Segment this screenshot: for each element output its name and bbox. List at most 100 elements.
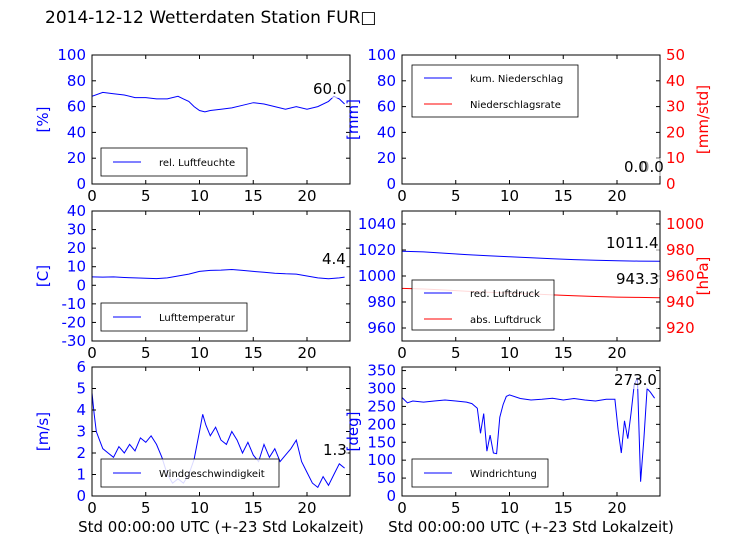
y2-tick-label: 980 bbox=[666, 241, 695, 259]
page-title: 2014-12-12 Wetterdaten Station FUR□ bbox=[45, 8, 377, 28]
x-tick-label: 15 bbox=[244, 499, 263, 517]
x-tick-label: 10 bbox=[500, 344, 519, 362]
y-axis-label: [m/s] bbox=[34, 412, 52, 451]
y-tick-label: 80 bbox=[377, 72, 396, 90]
current-value-label-2: 943.3 bbox=[616, 270, 659, 288]
y-tick-label: 960 bbox=[367, 319, 396, 337]
x-tick-label: 20 bbox=[607, 499, 626, 517]
legend-label: Lufttemperatur bbox=[159, 313, 236, 324]
y-tick-label: 40 bbox=[67, 202, 86, 220]
value-label-bg bbox=[322, 441, 348, 459]
x-tick-label: 0 bbox=[87, 499, 97, 517]
y-tick-label: 980 bbox=[367, 293, 396, 311]
x-tick-label: 20 bbox=[607, 344, 626, 362]
x-tick-label: 10 bbox=[190, 344, 209, 362]
x-tick-label: 20 bbox=[297, 187, 316, 205]
y-tick-label: -10 bbox=[62, 295, 87, 313]
x-tick-label: 15 bbox=[554, 344, 573, 362]
legend-label: rel. Luftfeuchte bbox=[159, 158, 235, 169]
x-tick-label: 5 bbox=[141, 344, 151, 362]
value-label-bg bbox=[312, 80, 348, 98]
y-tick-label: 6 bbox=[76, 358, 86, 376]
x-axis-label: Std 00:00:00 UTC (+-23 Std Lokalzeit) bbox=[78, 518, 364, 536]
y-tick-label: 60 bbox=[377, 98, 396, 116]
x-tick-label: 0 bbox=[87, 344, 97, 362]
y-tick-label: 200 bbox=[367, 415, 396, 433]
legend: kum. Niederschlag Niederschlagsrate bbox=[411, 64, 579, 118]
x-tick-label: 15 bbox=[554, 187, 573, 205]
y-axis-label: [%] bbox=[34, 107, 52, 133]
y-tick-label: 0 bbox=[386, 175, 396, 193]
y-tick-label: 0 bbox=[76, 276, 86, 294]
plot-frame bbox=[91, 210, 351, 342]
y2-tick-label: 20 bbox=[666, 123, 685, 141]
y-tick-label: 1020 bbox=[358, 241, 396, 259]
legend: rel. Luftfeuchte bbox=[100, 147, 248, 177]
y-tick-label: 40 bbox=[377, 123, 396, 141]
x-tick-label: 10 bbox=[500, 187, 519, 205]
y-tick-label: 10 bbox=[67, 258, 86, 276]
x-tick-label: 15 bbox=[554, 499, 573, 517]
x-tick-label: 20 bbox=[297, 344, 316, 362]
series-line-windgeschwindigkeit bbox=[92, 392, 345, 489]
x-tick-label: 20 bbox=[297, 499, 316, 517]
y-tick-label: 250 bbox=[367, 397, 396, 415]
y-axis-label: [C] bbox=[34, 265, 52, 287]
y2-axis-label: [mm/std] bbox=[694, 85, 712, 154]
chart-precipitation: 0 5 10 15 20 0 20 40 60 80 100 0 10 20 30 40 50 [mm] [mm/s… bbox=[344, 46, 712, 205]
y-tick-label: 2 bbox=[76, 444, 86, 462]
y-tick-label: -20 bbox=[62, 313, 87, 331]
y-tick-label: 20 bbox=[67, 149, 86, 167]
current-value-label: 1.3 bbox=[323, 441, 347, 459]
y2-tick-label: 50 bbox=[666, 46, 685, 64]
plot-frame bbox=[91, 54, 351, 185]
y-tick-label: 100 bbox=[57, 46, 86, 64]
x-tick-label: 15 bbox=[244, 344, 263, 362]
y-tick-label: 40 bbox=[67, 123, 86, 141]
y-tick-label: 1000 bbox=[358, 267, 396, 285]
current-value-label: 1011.4 bbox=[606, 234, 659, 252]
series-line-red-luftdruck bbox=[402, 250, 660, 262]
x-tick-label: 0 bbox=[397, 187, 407, 205]
plot-frame bbox=[401, 54, 661, 185]
value-label-bg bbox=[605, 234, 660, 252]
x-tick-label: 5 bbox=[141, 499, 151, 517]
legend: Windgeschwindigkeit bbox=[100, 458, 280, 488]
y-tick-label: 0 bbox=[76, 487, 86, 505]
x-tick-label: 0 bbox=[87, 187, 97, 205]
legend: Lufttemperatur bbox=[100, 302, 248, 332]
chart-temperature: 0 5 10 15 20-30-20-10010203040[C]4.4Lufttemp… bbox=[34, 202, 351, 362]
legend-label: Windgeschwindigkeit bbox=[159, 469, 265, 480]
y2-tick-label: 10 bbox=[666, 149, 685, 167]
series-line-lufttemperatur bbox=[92, 268, 345, 280]
legend: Windrichtung bbox=[411, 458, 549, 488]
legend-box bbox=[411, 64, 579, 118]
series-line-windrichtung bbox=[402, 377, 656, 482]
value-label-bg bbox=[321, 250, 347, 268]
y2-tick-label: 40 bbox=[666, 72, 685, 90]
chart-humidity: 0 5 10 15 20 0 20 40 60 80 100 [%] 60.0 rel. Luftfeuc… bbox=[34, 46, 351, 205]
y2-tick-label: 0 bbox=[666, 175, 676, 193]
y-tick-label: 20 bbox=[67, 239, 86, 257]
x-tick-label: 10 bbox=[190, 499, 209, 517]
y2-tick-label: 1000 bbox=[666, 215, 704, 233]
y-axis-label: [deg] bbox=[344, 412, 362, 452]
chart-pressure: 0 5 10 15 20 960 980 1000 1020 1040 920 940 960 980 10… bbox=[358, 210, 712, 362]
x-axis-label: Std 00:00:00 UTC (+-23 Std Lokalzeit) bbox=[388, 518, 674, 536]
y-tick-label: 1040 bbox=[358, 215, 396, 233]
legend-box bbox=[411, 279, 555, 331]
legend-label: Niederschlagsrate bbox=[470, 100, 561, 111]
value-label-bg bbox=[615, 270, 660, 288]
y-tick-label: 30 bbox=[67, 221, 86, 239]
y2-tick-label: 940 bbox=[666, 293, 695, 311]
y-tick-label: 100 bbox=[367, 46, 396, 64]
y-tick-label: 0 bbox=[386, 487, 396, 505]
y-tick-label: 0 bbox=[76, 175, 86, 193]
value-label-bg bbox=[613, 371, 658, 389]
legend-label: red. Luftdruck bbox=[470, 289, 540, 300]
y-tick-label: 60 bbox=[67, 98, 86, 116]
